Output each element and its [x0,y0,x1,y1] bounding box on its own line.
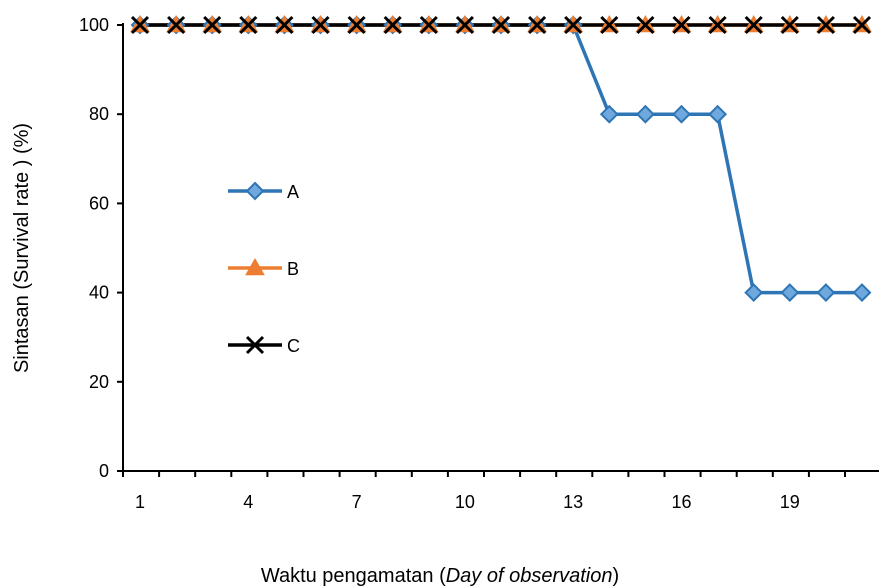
point-C-11 [491,15,511,35]
point-C-13 [564,15,583,35]
legend-marker-C [245,335,265,355]
point-C-13-stroke-2 [564,15,583,35]
x-tick-label-10: 10 [455,492,475,512]
point-C-2-stroke-2 [167,15,186,35]
point-C-4 [239,15,258,35]
point-C-20 [816,15,835,35]
y-axis-title: Sintasan (Survival rate ) (%) [11,123,33,373]
point-A-15 [635,104,655,124]
point-C-1 [130,15,150,35]
legend-marker-A [245,181,265,201]
point-A-20 [816,283,836,303]
point-C-16 [672,15,691,35]
point-C-18-stroke-2 [744,15,763,35]
point-C-7-stroke-2 [347,15,366,35]
point-C-14 [600,15,619,35]
legend-label-A: A [287,182,299,202]
x-axis-title-suffix: ) [613,565,620,587]
x-axis-title: Waktu pengamatan (Day of observation) [261,565,619,587]
point-C-8-stroke-2 [383,15,402,35]
point-C-5-stroke-2 [275,15,294,35]
point-C-5 [275,15,294,35]
y-tick-label-20: 20 [89,372,109,392]
y-tick-label-60: 60 [89,193,109,213]
point-C-10 [455,15,474,35]
point-C-15 [636,15,655,35]
legend-marker-B [245,257,265,276]
point-A-18 [744,283,764,303]
legend-marker-C-stroke-2 [245,335,265,355]
point-C-9 [419,15,438,35]
point-C-21 [852,15,872,35]
y-tick-label-80: 80 [89,104,109,124]
y-tick-label-40: 40 [89,283,109,303]
x-tick-label-16: 16 [671,492,691,512]
y-tick-label-100: 100 [79,15,109,35]
point-C-8 [383,15,402,35]
x-tick-label-4: 4 [243,492,253,512]
x-tick-label-19: 19 [780,492,800,512]
point-A-16 [672,104,691,124]
axes: 0 20 40 60 80 100 1 4 7 10 13 16 19 [79,15,879,512]
x-axis-title-prefix: Waktu pengamatan ( [261,565,446,587]
point-C-12-stroke-2 [528,15,547,35]
series-markers [130,14,872,303]
x-tick-label-13: 13 [563,492,583,512]
x-tick-label-1: 1 [135,492,145,512]
point-A-19 [780,283,800,303]
series-line-A [140,23,862,295]
point-C-11-stroke-2 [491,15,511,35]
y-tick-label-0: 0 [99,461,109,481]
point-C-6 [311,15,330,35]
point-C-19-stroke-2 [780,15,799,35]
x-tick-label-7: 7 [352,492,362,512]
point-C-12 [528,15,547,35]
point-C-21-stroke-2 [852,15,872,35]
point-C-9-stroke-2 [419,15,438,35]
point-A-14 [599,104,619,124]
point-C-17 [708,15,727,35]
point-A-17 [708,104,728,124]
point-C-3 [203,15,222,35]
point-C-1-stroke-2 [130,15,150,35]
legend-label-B: B [287,259,299,279]
legend: A B C [228,181,300,356]
point-C-2 [167,15,186,35]
series-lines [140,23,862,295]
point-C-7 [347,15,366,35]
point-C-16-stroke-2 [672,15,691,35]
point-C-6-stroke-2 [311,15,330,35]
point-C-17-stroke-2 [708,15,727,35]
point-C-4-stroke-2 [239,15,258,35]
point-A-21 [852,283,872,303]
point-C-14-stroke-2 [600,15,619,35]
legend-label-C: C [287,336,300,356]
point-C-10-stroke-2 [455,15,474,35]
point-C-19 [780,15,799,35]
point-C-3-stroke-2 [203,15,222,35]
point-C-20-stroke-2 [816,15,835,35]
point-C-18 [744,15,763,35]
x-axis-title-italic: Day of observation [446,565,613,587]
point-C-15-stroke-2 [636,15,655,35]
